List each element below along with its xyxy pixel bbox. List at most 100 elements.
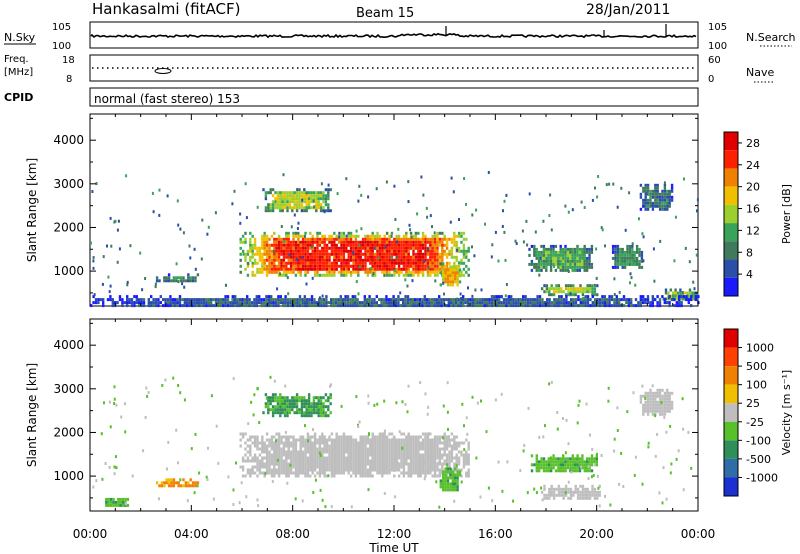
heatmap-cell (417, 252, 420, 256)
heatmap-cell (388, 273, 391, 277)
heatmap-cell (294, 453, 298, 457)
heatmap-cell (517, 298, 520, 302)
heatmap-cell (414, 298, 417, 302)
heatmap-cell (680, 304, 683, 308)
heatmap-cell (545, 262, 548, 266)
heatmap-cell (354, 237, 358, 241)
heatmap-cell (256, 252, 259, 256)
heatmap-cell (128, 298, 131, 302)
heatmap-cell (381, 270, 384, 274)
heatmap-cell (277, 240, 281, 244)
heatmap-cell (333, 450, 336, 454)
heatmap-cell (263, 474, 266, 478)
heatmap-cell (373, 444, 377, 448)
heatmap-cell (578, 466, 582, 470)
heatmap-cell (255, 295, 258, 299)
heatmap-cell (273, 255, 276, 259)
heatmap-cell (594, 304, 597, 308)
heatmap-cell (576, 466, 579, 470)
heatmap-cell (140, 301, 143, 305)
heatmap-cell (519, 469, 522, 473)
heatmap-cell (388, 462, 391, 466)
heatmap-cell (267, 206, 270, 210)
heatmap-cell (455, 456, 458, 460)
heatmap-cell (393, 264, 396, 268)
heatmap-cell (330, 471, 334, 475)
heatmap-cell (400, 258, 403, 262)
heatmap-cell (178, 298, 182, 302)
heatmap-cell (249, 459, 252, 463)
heatmap-cell (295, 209, 299, 213)
heatmap-cell (337, 249, 341, 253)
heatmap-cell (121, 298, 124, 302)
heatmap-cell (292, 261, 295, 265)
heatmap-cell (430, 304, 434, 308)
heatmap-cell (233, 189, 236, 193)
heatmap-cell (318, 252, 322, 256)
heatmap-cell (656, 432, 659, 436)
heatmap-cell (445, 474, 449, 478)
heatmap-cell (366, 453, 370, 457)
heatmap-cell (567, 210, 570, 214)
heatmap-cell (545, 469, 548, 473)
heatmap-cell (581, 250, 584, 254)
heatmap-cell (687, 430, 690, 434)
heatmap-cell (321, 234, 324, 238)
heatmap-cell (265, 453, 269, 457)
heatmap-cell (274, 200, 277, 204)
heatmap-cell (303, 194, 306, 198)
heatmap-cell (495, 301, 498, 305)
heatmap-cell (548, 301, 551, 305)
heatmap-cell (147, 301, 150, 305)
heatmap-cell (577, 295, 580, 299)
heatmap-cell (583, 460, 586, 464)
heatmap-cell (265, 264, 269, 268)
heatmap-cell (424, 453, 427, 457)
heatmap-cell (349, 465, 353, 469)
heatmap-cell (416, 301, 419, 305)
heatmap-cell (376, 462, 379, 466)
heatmap-cell (289, 471, 293, 475)
heatmap-cell (266, 470, 269, 474)
heatmap-cell (429, 264, 432, 268)
heatmap-cell (526, 304, 530, 308)
heatmap-cell (439, 283, 442, 287)
heatmap-cell (559, 268, 562, 272)
heatmap-cell (405, 471, 408, 475)
heatmap-cell (453, 240, 456, 244)
heatmap-cell (263, 261, 266, 265)
heatmap-cell (578, 259, 582, 263)
heatmap-cell (400, 438, 403, 442)
heatmap-cell (275, 252, 278, 256)
heatmap-cell (285, 468, 288, 472)
heatmap-cell (261, 471, 264, 475)
heatmap-cell (265, 249, 269, 253)
heatmap-cell (261, 240, 264, 244)
heatmap-cell (397, 474, 401, 478)
heatmap-cell (335, 243, 338, 247)
heatmap-cell (407, 243, 410, 247)
heatmap-cell (431, 225, 433, 229)
heatmap-cell (458, 470, 462, 474)
heatmap-cell (249, 237, 252, 241)
heatmap-cell (271, 393, 275, 397)
heatmap-cell (323, 444, 326, 448)
heatmap-cell (268, 258, 271, 262)
heatmap-cell (663, 195, 667, 199)
heatmap-cell (296, 298, 299, 302)
heatmap-cell (295, 197, 299, 201)
heatmap-cell (412, 258, 415, 262)
heatmap-cell (547, 463, 550, 467)
heatmap-cell (357, 240, 360, 244)
heatmap-cell (566, 253, 570, 257)
heatmap-cell (244, 441, 247, 445)
heatmap-cell (277, 261, 281, 265)
heatmap-cell (559, 250, 562, 254)
heatmap-cell (450, 447, 454, 451)
heatmap-cell (371, 252, 374, 256)
heatmap-cell (325, 438, 329, 442)
heatmap-cell (234, 295, 237, 299)
heatmap-cell (462, 261, 466, 265)
heatmap-cell (294, 456, 298, 460)
heatmap-cell (319, 402, 323, 406)
